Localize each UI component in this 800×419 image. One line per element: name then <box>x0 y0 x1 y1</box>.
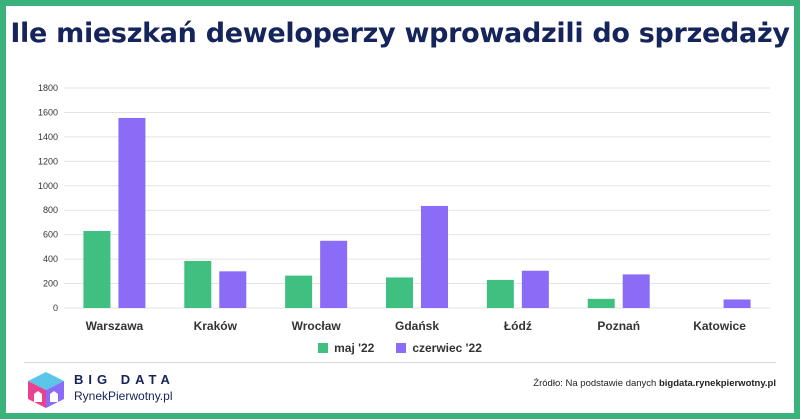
y-tick-label: 1600 <box>38 107 58 117</box>
source-note: Źródło: Na podstawie danych bigdata.ryne… <box>533 378 776 389</box>
bar-maj-3 <box>386 277 413 308</box>
footer-divider <box>24 362 776 363</box>
bigdata-logo-icon <box>28 372 64 408</box>
y-tick-label: 600 <box>43 230 58 240</box>
legend-item-maj: maj '22 <box>318 341 374 355</box>
x-tick-label: Warszawa <box>86 319 144 333</box>
y-tick-label: 200 <box>43 279 58 289</box>
legend-swatch-maj <box>318 343 329 353</box>
y-tick-label: 0 <box>53 303 58 313</box>
brand-bottom-text: RynekPierwotny.pl <box>74 389 173 403</box>
y-tick-label: 1800 <box>38 83 58 93</box>
chart-title: Ile mieszkań deweloperzy wprowadzili do … <box>10 18 790 49</box>
y-tick-label: 1400 <box>38 132 58 142</box>
y-tick-label: 1000 <box>38 181 58 191</box>
bar-czerwiec-1 <box>219 271 247 308</box>
legend: maj '22 czerwiec '22 <box>0 341 800 355</box>
brand-top-text: BIG DATA <box>74 372 175 387</box>
bar-maj-5 <box>587 298 615 308</box>
x-tick-label: Wrocław <box>292 319 342 333</box>
x-tick-label: Łódź <box>504 319 532 333</box>
bar-maj-0 <box>83 231 111 308</box>
y-tick-label: 800 <box>43 205 58 215</box>
legend-label-czerwiec: czerwiec '22 <box>412 341 482 355</box>
bar-czerwiec-3 <box>421 205 448 308</box>
source-prefix: Źródło: Na podstawie danych <box>533 378 659 389</box>
bar-czerwiec-5 <box>622 274 650 308</box>
legend-swatch-czerwiec <box>396 343 407 353</box>
gridlines <box>64 87 770 309</box>
x-axis-labels: Warszawa Kraków Wrocław Gdańsk Łódź Poznań Kat… <box>86 319 747 333</box>
bar-maj-1 <box>184 260 212 308</box>
bar-czerwiec-4 <box>521 270 549 308</box>
x-tick-label: Kraków <box>194 319 238 333</box>
legend-label-maj: maj '22 <box>334 341 375 355</box>
bars <box>83 117 751 308</box>
bar-czerwiec-2 <box>320 240 348 308</box>
y-tick-label: 400 <box>43 254 58 264</box>
source-link-text: bigdata.rynekpierwotny.pl <box>658 378 776 389</box>
x-tick-label: Poznań <box>597 319 640 333</box>
brand: BIG DATA RynekPierwotny.pl <box>74 372 175 403</box>
bar-czerwiec-6 <box>723 299 751 308</box>
legend-item-czerwiec: czerwiec '22 <box>396 341 482 355</box>
x-tick-label: Katowice <box>693 319 746 333</box>
x-tick-label: Gdańsk <box>395 319 439 333</box>
y-tick-label: 1200 <box>38 156 58 166</box>
bar-maj-4 <box>486 279 514 308</box>
bar-czerwiec-0 <box>118 117 146 308</box>
bar-maj-2 <box>285 275 313 308</box>
y-axis-ticks: 0 200 400 600 800 1000 1200 1400 1600 1800 <box>38 83 58 313</box>
